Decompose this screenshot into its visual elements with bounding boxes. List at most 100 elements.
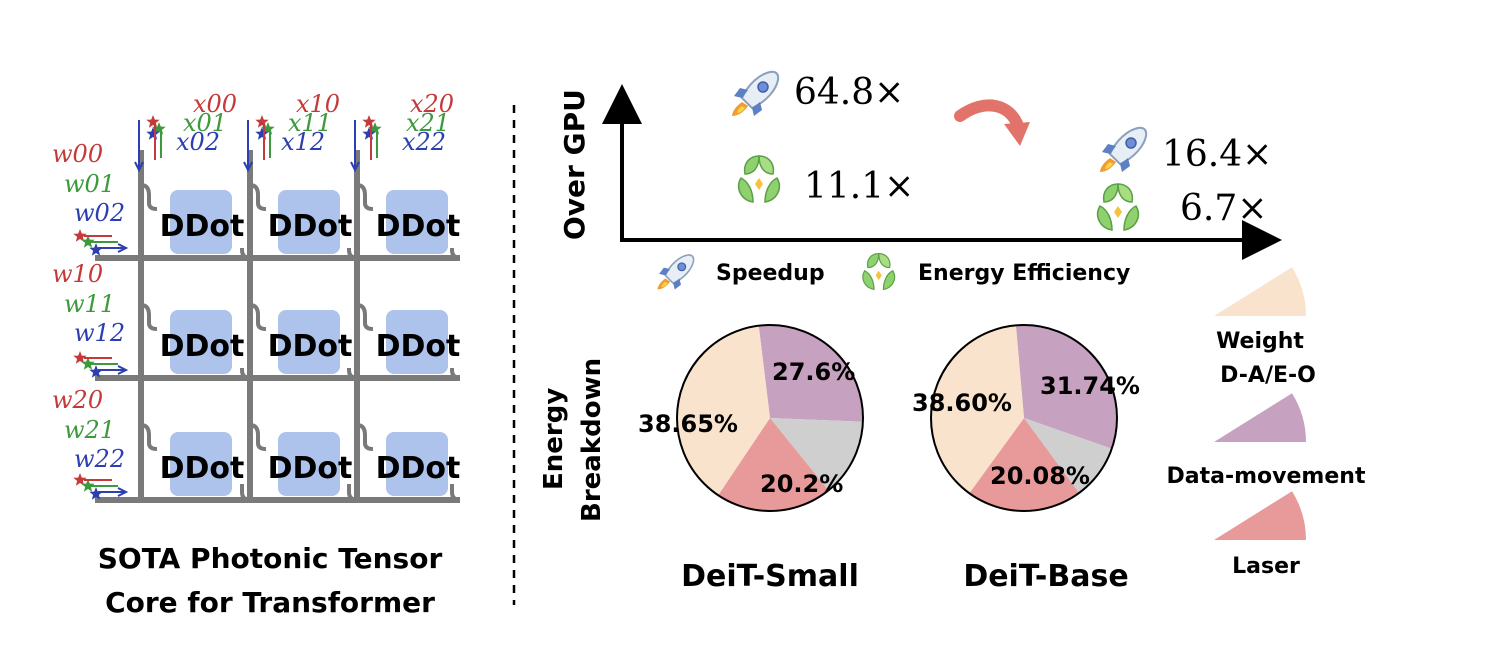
input-star-marker [73,351,87,364]
pie-slice-data-movement [758,325,863,422]
ddot-label: DDot [376,451,461,486]
input-star-marker [89,243,103,256]
photonic-tensor-core-panel: DDot DDot DDot DDot DDot DDot DDot DDot DDot x00… [52,90,460,619]
w-labels: w00 w01 w02 w10 w11 w12 w20 w21 w22 [52,140,125,473]
ddot-block-grid: DDot DDot DDot DDot DDot DDot DDot DDot DDot [160,190,461,496]
pie-deit-small [676,324,864,512]
panel-caption-line2: Core for Transformer [105,586,435,619]
energy-efficiency-icon [862,252,896,291]
y-axis-label: Over GPU [558,89,591,240]
x-label: x02 [176,128,220,156]
ddot-label: DDot [160,329,245,364]
legend-energy-label: Energy Efficiency [918,261,1130,286]
input-star-marker [362,115,376,128]
pie-label-deit-small-weight: 38.65% [638,410,738,438]
transition-arrow-icon [954,99,1030,146]
x-label: x21 [406,109,450,137]
ddot-label: DDot [268,209,353,244]
legend-data-movement-label: Data-movement [1167,464,1366,489]
pie-title-deit-base: DeiT-Base [963,559,1128,594]
breakdown-label-line2: Breakdown [577,358,607,522]
rocket-icon [732,70,780,116]
input-star-marker [73,473,87,486]
legend-weight-line1: Weight [1216,329,1304,354]
input-star-marker [362,127,376,140]
input-x-markers [134,115,382,173]
pie-slice-weight [677,325,770,496]
input-star-marker [81,479,95,492]
input-star-marker [368,122,382,135]
energy-efficiency-icon [737,155,781,203]
x-label: x22 [402,128,446,156]
energy-breakdown-chart: Energy Breakdown 38.65% 27.6% 20.2% 38.6… [539,267,1366,594]
w-label: w22 [74,445,125,473]
input-star-marker [89,365,103,378]
ddot-block: DDot [160,310,245,374]
legend-speedup-label: Speedup [716,261,825,286]
pie-slice-other [1024,418,1112,493]
legend-wedge-laser [1214,491,1307,540]
energy-efficiency-icon [1096,183,1140,231]
input-star-marker [255,115,269,128]
input-star-marker [261,122,275,135]
pie-deit-base [930,324,1118,512]
x-label: x00 [193,90,237,118]
input-star-marker [152,122,166,135]
input-star-marker [146,127,160,140]
rocket-icon [656,254,695,291]
ddot-block: DDot [376,190,461,254]
panel-caption-line1: SOTA Photonic Tensor [98,542,443,575]
ddot-block: DDot [268,190,353,254]
input-star-marker [73,229,87,242]
pie-value-labels: 38.65% 27.6% 20.2% 38.60% 31.74% 20.08% [638,358,1140,498]
w-label: w11 [64,290,115,318]
input-star-marker [81,357,95,370]
waveguide-couplers [140,183,461,502]
ddot-block: DDot [160,190,244,254]
pie-slice-laser [718,418,829,511]
x-label: x01 [183,109,227,137]
breakdown-label-line1: Energy [539,388,569,490]
ddot-block: DDot [268,432,353,496]
ddot-block: DDot [376,310,461,374]
deit-small-speedup-value: 64.8× [794,72,904,113]
gpu-comparison-chart: Over GPU [558,70,1282,291]
ddot-block: DDot [160,432,245,496]
pie-outline [930,324,1118,512]
pie-slice-data-movement [1015,325,1117,449]
ddot-label: DDot [160,451,245,486]
pie-label-deit-base-weight: 38.60% [912,389,1012,417]
legend-wedge-data-movement [1214,393,1307,442]
w-label: w01 [64,170,115,198]
legend-laser-label: Laser [1232,554,1300,579]
pie-outline [676,324,864,512]
pie-slice-other [770,418,863,491]
legend-wedge-weight [1214,267,1307,316]
x-label: x12 [281,128,325,156]
pie-label-deit-base-data-movement: 31.74% [1040,372,1140,400]
input-star-marker [89,487,103,500]
deit-base-speedup-value: 16.4× [1162,134,1272,175]
w-label: w02 [74,199,125,227]
vertical-waveguides [138,150,360,502]
ddot-label: DDot [268,451,353,486]
pie-label-deit-small-data-movement: 27.6% [772,358,855,386]
deit-base-energy-value: 6.7× [1180,188,1267,229]
ddot-block: DDot [376,432,461,496]
ddot-label: DDot [376,209,461,244]
x-label: x10 [296,90,340,118]
x-label: x20 [410,90,454,118]
ddot-label: DDot [376,329,461,364]
pie-slice-laser [969,418,1079,511]
rocket-icon [1099,126,1148,173]
pie-legend [1214,267,1307,540]
ddot-block: DDot [268,310,353,374]
pie-title-deit-small: DeiT-Small [681,559,859,594]
ddot-label: DDot [268,329,353,364]
deit-small-energy-value: 11.1× [804,166,914,207]
pie-label-deit-small-laser: 20.2% [760,470,843,498]
w-label: w21 [64,416,115,444]
input-star-marker [81,235,95,248]
horizontal-waveguides [95,255,460,503]
